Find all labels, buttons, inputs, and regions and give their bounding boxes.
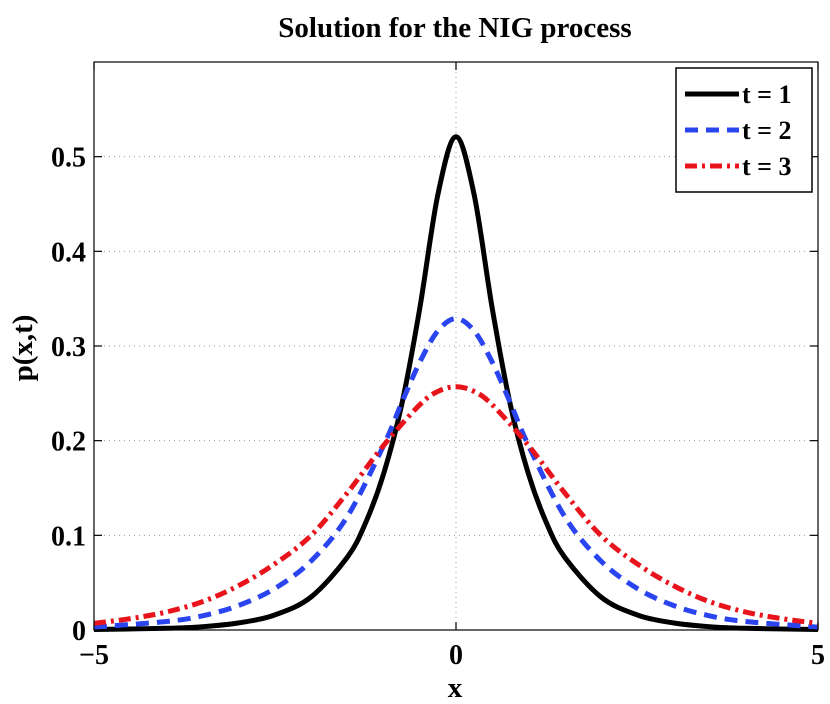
legend: t = 1 t = 2 t = 3 xyxy=(675,67,813,193)
chart-title: Solution for the NIG process xyxy=(278,12,631,44)
y-tick-label: 0 xyxy=(72,616,86,647)
legend-label-1: t = 1 xyxy=(742,80,791,109)
grid-layer xyxy=(94,62,818,630)
x-tick-label: 0 xyxy=(449,640,463,671)
series-line-1 xyxy=(93,134,819,633)
y-tick-label: 0.4 xyxy=(51,237,86,268)
legend-box xyxy=(675,67,813,193)
y-tick-label: 0.1 xyxy=(51,521,86,552)
legend-label-3: t = 3 xyxy=(742,152,791,181)
y-tick-label: 0.5 xyxy=(51,143,86,174)
y-tick-label: 0.3 xyxy=(51,332,86,363)
series-line-3 xyxy=(93,384,819,626)
x-tick-label: 5 xyxy=(811,640,825,671)
series-layer xyxy=(93,134,819,633)
x-axis-label: x xyxy=(448,672,463,704)
legend-label-2: t = 2 xyxy=(742,116,791,145)
series-line-2 xyxy=(93,316,819,630)
x-tick-label: −5 xyxy=(79,640,109,671)
y-tick-label: 0.2 xyxy=(51,427,86,458)
y-axis-label: p(x,t) xyxy=(7,315,39,382)
tick-layer: 00.10.20.30.40.5−5 0 5 xyxy=(51,62,825,671)
